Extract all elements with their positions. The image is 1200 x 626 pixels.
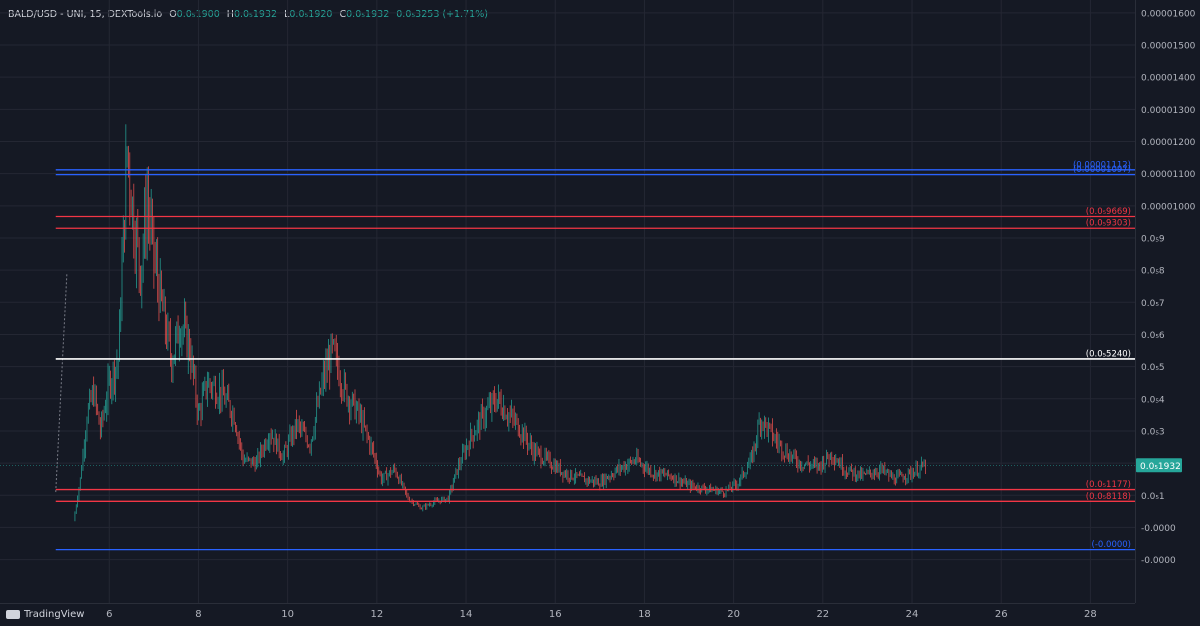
y-tick-label: 0.00001600 bbox=[1141, 9, 1196, 19]
horizontal-level-label: (0.0₅9303) bbox=[1086, 219, 1131, 229]
y-tick-label: 0.0₅8 bbox=[1141, 267, 1165, 277]
high-label: H bbox=[226, 9, 234, 20]
high-value: 0.0₅1932 bbox=[233, 9, 278, 20]
y-tick-label: -0.0000 bbox=[1141, 556, 1176, 566]
x-tick-label: 14 bbox=[460, 609, 473, 620]
horizontal-level-label: (0.0₅5240) bbox=[1086, 349, 1131, 359]
y-tick-label: 0.00001000 bbox=[1141, 202, 1196, 212]
x-tick-label: 22 bbox=[816, 609, 829, 620]
y-tick-label: 0.00001100 bbox=[1141, 170, 1196, 180]
low-value: 0.0₅1920 bbox=[289, 9, 333, 20]
symbol-title[interactable]: BALD/USD - UNI, 15, DEXTools.io bbox=[8, 9, 163, 20]
y-tick-label: 0.0₅3 bbox=[1141, 427, 1165, 437]
open-label: O bbox=[169, 9, 177, 20]
horizontal-level-label: (0.0₅9669) bbox=[1086, 207, 1131, 217]
dotted-lead-line bbox=[55, 273, 68, 493]
horizontal-level-label: (0.0₅8118) bbox=[1086, 492, 1131, 502]
x-tick-label: 20 bbox=[727, 609, 740, 620]
x-tick-label: 16 bbox=[549, 609, 562, 620]
y-tick-label: 0.0₅9 bbox=[1141, 234, 1165, 244]
x-tick-label: 18 bbox=[638, 609, 651, 620]
x-tick-label: 26 bbox=[995, 609, 1008, 620]
y-tick-label: 0.0₅6 bbox=[1141, 331, 1165, 341]
y-tick-label: 0.00001200 bbox=[1141, 138, 1196, 148]
x-tick-label: 10 bbox=[281, 609, 294, 620]
close-label: C bbox=[339, 9, 347, 20]
x-tick-label: 28 bbox=[1084, 609, 1097, 620]
y-tick-label: 0.0₅4 bbox=[1141, 395, 1165, 405]
y-tick-label: 0.0₅1 bbox=[1141, 492, 1165, 502]
x-tick-label: 24 bbox=[906, 609, 919, 620]
horizontal-level-label: (0.0₅1177) bbox=[1086, 480, 1131, 490]
horizontal-level-label: (0.00001097) bbox=[1073, 165, 1131, 175]
y-tick-label: -0.0000 bbox=[1141, 524, 1176, 534]
y-tick-label: 0.00001500 bbox=[1141, 42, 1196, 52]
last-price-tag bbox=[1136, 458, 1182, 473]
change-value: 0.0₅3253 (+1.71%) bbox=[396, 9, 488, 20]
tradingview-brand[interactable]: TradingView bbox=[6, 609, 84, 620]
x-tick-label: 8 bbox=[195, 609, 201, 620]
y-tick-label: 0.00001400 bbox=[1141, 74, 1196, 84]
y-tick-label: 0.0₅7 bbox=[1141, 299, 1165, 309]
horizontal-level-label: (-0.0000) bbox=[1092, 540, 1131, 550]
x-tick-label: 12 bbox=[370, 609, 383, 620]
x-tick-label: 6 bbox=[106, 609, 112, 620]
y-tick-label: 0.00001300 bbox=[1141, 106, 1196, 116]
y-tick-label: 0.0₅5 bbox=[1141, 363, 1165, 373]
close-value: 0.0₅1932 bbox=[346, 9, 390, 20]
horizontal-level-label: (0.00001112) bbox=[1073, 160, 1131, 170]
tradingview-label: TradingView bbox=[24, 609, 85, 620]
low-label: L bbox=[284, 9, 290, 20]
tradingview-logo-icon bbox=[6, 610, 20, 619]
last-price-label: 0.0₅1932 bbox=[1140, 462, 1181, 472]
